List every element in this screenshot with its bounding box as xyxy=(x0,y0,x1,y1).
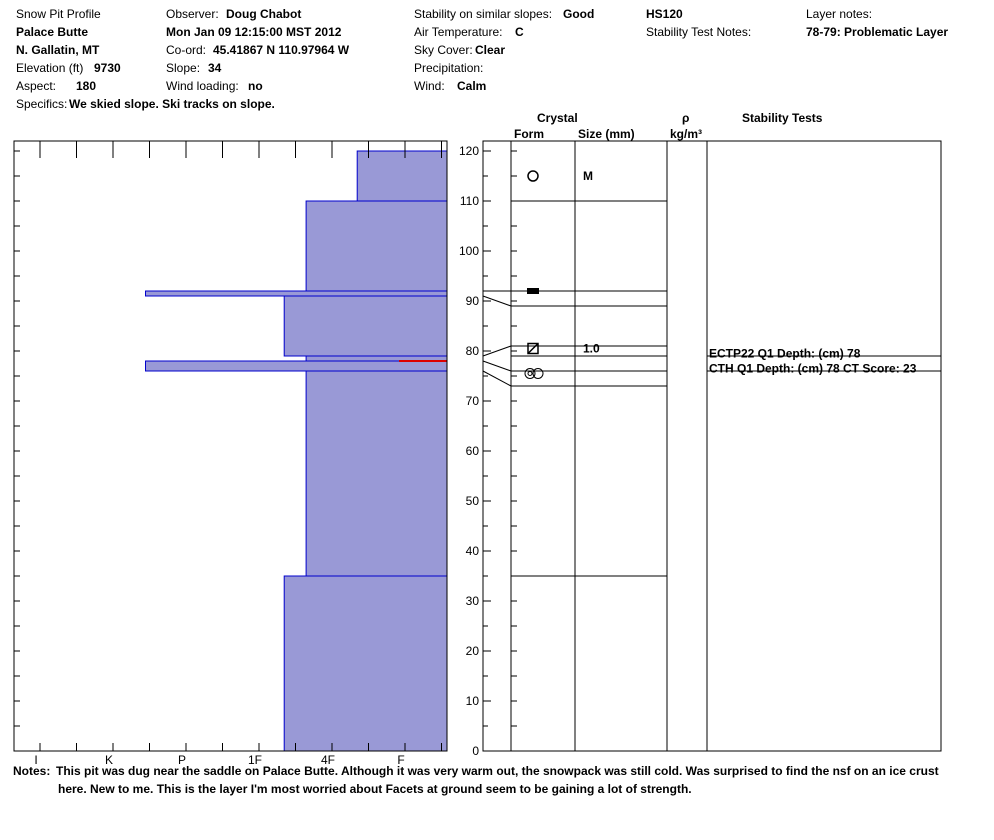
hardness-frame xyxy=(13,140,448,752)
stability-test-notes-label: Stability Test Notes: xyxy=(646,25,752,39)
density-symbol: ρ xyxy=(682,111,690,125)
layer-connector xyxy=(482,295,512,307)
faceted-symbol xyxy=(527,342,539,355)
graupel-symbol-2 xyxy=(532,368,544,379)
air-temp-label: Air Temperature: xyxy=(414,25,503,39)
sky-cover-value: Clear xyxy=(475,43,506,57)
wind-loading-label: Wind loading: xyxy=(166,79,239,93)
hardness-tick-label: F xyxy=(397,753,404,767)
depth-tick-label: 40 xyxy=(466,544,480,558)
stability-label: Stability on similar slopes: xyxy=(414,7,553,21)
hardness-tick-label: 4F xyxy=(321,753,335,767)
location-name: Palace Butte xyxy=(16,25,89,39)
stability-tests-header: Stability Tests xyxy=(742,111,823,125)
depth-tick-label: 100 xyxy=(459,244,479,258)
wind-value: Calm xyxy=(457,79,487,93)
crystal-size-label: M xyxy=(583,169,593,183)
specifics-value: We skied slope. Ski tracks on slope. xyxy=(69,97,275,111)
hardness-bar xyxy=(283,575,448,752)
depth-tick-label: 0 xyxy=(472,744,479,758)
notes-line-1: This pit was dug near the saddle on Pala… xyxy=(56,764,939,778)
hs-value: HS120 xyxy=(646,7,683,21)
faceted-symbol-slash xyxy=(527,342,539,355)
layer-connector xyxy=(482,370,512,387)
notes-line-2: here. New to me. This is the layer I'm m… xyxy=(58,782,692,796)
coord-value: 45.41867 N 110.97964 W xyxy=(213,43,350,57)
profile-title: Snow Pit Profile xyxy=(16,7,101,21)
ice-crust-symbol xyxy=(527,288,539,294)
crystal-size-label: 1.0 xyxy=(583,342,600,356)
elevation-value: 9730 xyxy=(94,61,121,75)
wind-label: Wind: xyxy=(414,79,445,93)
depth-tick-label: 80 xyxy=(466,344,480,358)
hardness-tick-label: 1F xyxy=(248,753,262,767)
specifics-label: Specifics: xyxy=(16,97,68,111)
depth-tick-label: 70 xyxy=(466,394,480,408)
hardness-bar xyxy=(305,200,448,292)
observation-datetime: Mon Jan 09 12:15:00 MST 2012 xyxy=(166,25,342,39)
table-frame xyxy=(482,140,942,752)
wind-loading-value: no xyxy=(248,79,263,93)
slope-value: 34 xyxy=(208,61,222,75)
elevation-label: Elevation (ft) xyxy=(16,61,84,75)
stability-value: Good xyxy=(563,7,595,21)
notes-label: Notes: xyxy=(13,764,51,778)
layer-connector xyxy=(482,360,512,372)
layer-connector xyxy=(482,345,512,357)
layer-notes-label: Layer notes: xyxy=(806,7,873,21)
rounds-symbol xyxy=(527,170,539,182)
observer-value: Doug Chabot xyxy=(226,7,302,21)
graupel-symbol xyxy=(524,368,536,379)
hardness-bar xyxy=(283,295,448,357)
stability-test-label: ECTP22 Q1 Depth: (cm) 78 xyxy=(709,347,861,361)
precipitation-label: Precipitation: xyxy=(414,61,484,75)
aspect-value: 180 xyxy=(76,79,97,93)
hardness-tick-label: P xyxy=(178,753,186,767)
graupel-symbol-inner xyxy=(527,371,533,376)
observer-label: Observer: xyxy=(166,7,219,21)
sky-cover-label: Sky Cover: xyxy=(414,43,473,57)
aspect-label: Aspect: xyxy=(16,79,57,93)
form-header: Form xyxy=(514,127,544,141)
depth-tick-label: 20 xyxy=(466,644,480,658)
air-temp-value: C xyxy=(515,25,524,39)
depth-tick-label: 30 xyxy=(466,594,480,608)
layer-notes-value: 78-79: Problematic Layer xyxy=(806,25,949,39)
hardness-tick-label: I xyxy=(34,753,37,767)
stability-test-label: CTH Q1 Depth: (cm) 78 CT Score: 23 xyxy=(709,362,917,376)
coord-label: Co-ord: xyxy=(166,43,207,57)
depth-tick-label: 50 xyxy=(466,494,480,508)
hardness-bar xyxy=(145,290,448,297)
depth-tick-label: 120 xyxy=(459,144,479,158)
hardness-tick-label: K xyxy=(105,753,113,767)
depth-tick-label: 60 xyxy=(466,444,480,458)
region: N. Gallatin, MT xyxy=(16,43,100,57)
hardness-bar xyxy=(356,150,448,202)
hardness-bar xyxy=(305,370,448,577)
depth-tick-label: 10 xyxy=(466,694,480,708)
slope-label: Slope: xyxy=(166,61,201,75)
crystal-header: Crystal xyxy=(537,111,578,125)
size-header: Size (mm) xyxy=(578,127,635,141)
depth-tick-label: 90 xyxy=(466,294,480,308)
density-unit: kg/m³ xyxy=(670,127,703,141)
depth-tick-label: 110 xyxy=(460,194,479,208)
hardness-bar xyxy=(145,360,448,372)
